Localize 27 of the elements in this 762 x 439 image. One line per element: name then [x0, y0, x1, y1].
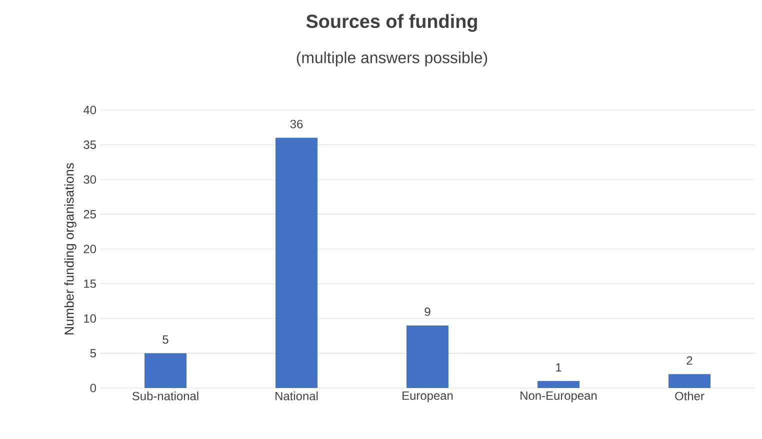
y-tick-label: 25 [84, 210, 96, 218]
bar [538, 381, 580, 388]
y-axis-title: Number funding organisations [64, 163, 76, 334]
y-tick-label: 10 [84, 314, 96, 323]
y-tick-label: 5 [90, 349, 96, 358]
y-tick-label: 30 [84, 175, 96, 184]
x-tick-label: Other [675, 392, 704, 400]
data-label: 5 [162, 335, 168, 344]
bar [406, 325, 449, 388]
data-label: 9 [424, 307, 430, 316]
y-tick-label: 40 [83, 106, 96, 114]
x-tick-label: European [402, 392, 453, 402]
chart-subtitle: (multiple answers possible) [296, 52, 488, 66]
chart-title: Sources of funding [306, 14, 477, 32]
x-tick-label: Sub-national [132, 392, 198, 400]
bar [144, 353, 187, 388]
bar [668, 374, 711, 388]
x-tick-label: Non-European [520, 392, 597, 402]
data-label: 36 [290, 120, 303, 128]
bar [276, 138, 318, 388]
y-tick-label: 15 [84, 280, 96, 288]
y-tick-label: 20 [84, 244, 96, 254]
y-tick-label: 0 [90, 384, 96, 392]
data-label: 1 [556, 363, 562, 372]
data-label: 2 [686, 356, 692, 365]
y-tick-label: 35 [84, 140, 96, 149]
x-tick-label: National [276, 392, 318, 400]
